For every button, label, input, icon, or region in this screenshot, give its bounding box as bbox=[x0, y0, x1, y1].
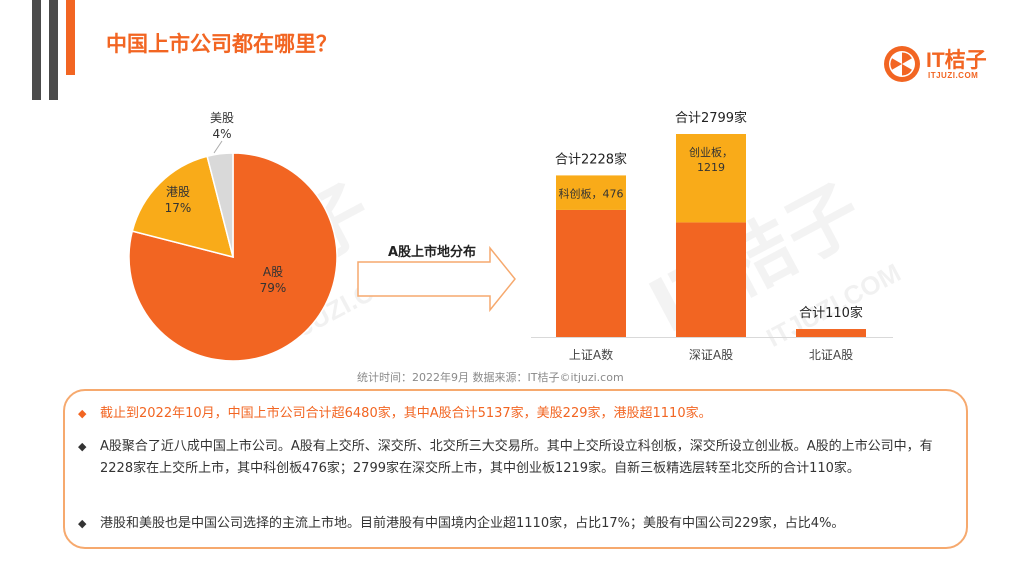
pie-slice-3 bbox=[206, 152, 234, 258]
bar-segment bbox=[796, 329, 866, 337]
bar-segment-label: 创业板， bbox=[689, 145, 733, 159]
pie-chart: A股 79% 港股 17% 美股 4% bbox=[128, 111, 338, 362]
bullet-text: A股聚合了近八成中国上市公司。A股有上交所、深交所、北交所三大交易所。其中上交所… bbox=[100, 439, 933, 476]
pie-slice-name: 美股 bbox=[210, 111, 234, 125]
flow-arrow bbox=[357, 245, 516, 313]
bullet-item: ◆ A股聚合了近八成中国上市公司。A股有上交所、深交所、北交所三大交易所。其中上… bbox=[78, 436, 963, 480]
decor-bar-accent bbox=[66, 0, 75, 75]
pie-slice-2 bbox=[131, 155, 235, 259]
bar-total-label: 合计110家 bbox=[799, 305, 863, 321]
pie-slice-percent: 79% bbox=[260, 281, 287, 295]
decor-bar bbox=[49, 0, 58, 100]
x-tick-label: 北证A股 bbox=[809, 348, 853, 362]
x-tick-label: 深证A股 bbox=[689, 348, 733, 362]
page-title: 中国上市公司都在哪里？ bbox=[106, 32, 337, 56]
bar-segment bbox=[556, 175, 626, 210]
pie-slice-1 bbox=[128, 152, 338, 362]
bar-total-label: 合计2799家 bbox=[675, 110, 747, 126]
bar-segment-label: 科创板，476 bbox=[559, 186, 624, 200]
summary-box bbox=[63, 389, 968, 549]
bar-segment-label: 1219 bbox=[697, 161, 725, 174]
bar-segment bbox=[676, 222, 746, 337]
logo-subtext: ITJUZI.COM bbox=[928, 71, 979, 80]
pie-slice-percent: 4% bbox=[212, 127, 231, 141]
bullet-text: 截止到2022年10月，中国上市公司合计超6480家，其中A股合计5137家，美… bbox=[100, 406, 712, 421]
itjuzi-logo: IT桔子 ITJUZI.COM bbox=[882, 44, 1000, 88]
diamond-bullet-icon: ◆ bbox=[78, 407, 87, 420]
x-tick-label: 上证A数 bbox=[569, 347, 613, 362]
pie-slice-name: A股 bbox=[263, 265, 283, 279]
pie-slice-percent: 17% bbox=[165, 201, 192, 215]
pie-slice-name: 港股 bbox=[166, 185, 190, 199]
pie-leader-line bbox=[213, 140, 223, 154]
arrow-label: A股上市地分布 bbox=[388, 244, 476, 260]
bullet-item: ◆ 截止到2022年10月，中国上市公司合计超6480家，其中A股合计5137家… bbox=[78, 403, 963, 425]
data-source: 统计时间：2022年9月 数据来源：IT桔子©itjuzi.com bbox=[357, 371, 624, 384]
diamond-bullet-icon: ◆ bbox=[78, 517, 87, 530]
diamond-bullet-icon: ◆ bbox=[78, 440, 87, 453]
bar-total-label: 合计2228家 bbox=[555, 151, 627, 167]
bar-segment bbox=[556, 209, 626, 337]
bullet-item: ◆ 港股和美股也是中国公司选择的主流上市地。目前港股有中国境内企业超1110家，… bbox=[78, 513, 963, 535]
logo-text: IT桔子 bbox=[926, 49, 987, 72]
orange-slice-icon bbox=[884, 46, 920, 82]
bullet-text: 港股和美股也是中国公司选择的主流上市地。目前港股有中国境内企业超1110家，占比… bbox=[100, 516, 845, 531]
decor-bar bbox=[32, 0, 41, 100]
bar-segment bbox=[676, 134, 746, 223]
